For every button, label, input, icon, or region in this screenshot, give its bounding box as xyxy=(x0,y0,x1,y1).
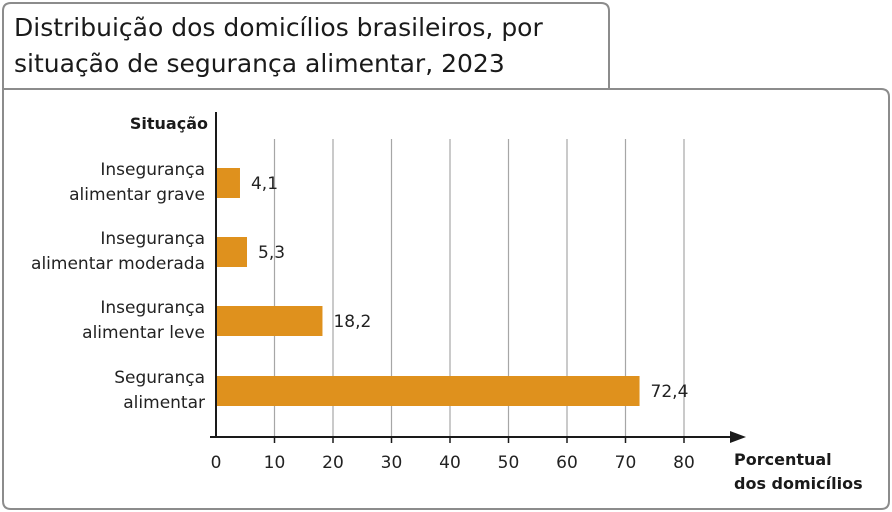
category-label: alimentar leve xyxy=(82,323,205,343)
x-tick-label: 50 xyxy=(498,453,520,473)
bars xyxy=(217,168,640,406)
category-label: alimentar moderada xyxy=(31,254,205,274)
x-tick-label: 0 xyxy=(211,453,222,473)
data-label: 4,1 xyxy=(251,174,278,194)
frame-title-tab xyxy=(2,2,610,89)
x-tick-label: 30 xyxy=(381,453,403,473)
category-label: alimentar xyxy=(123,393,205,413)
x-axis-arrow xyxy=(730,431,746,443)
category-label: Segurança xyxy=(114,368,205,388)
frame-main xyxy=(2,88,890,510)
y-axis-title: Situação xyxy=(130,114,208,133)
category-label: alimentar grave xyxy=(69,185,205,205)
chart-title-line2: situação de segurança alimentar, 2023 xyxy=(14,49,505,78)
category-label: Insegurança xyxy=(100,298,205,318)
data-label: 5,3 xyxy=(258,243,285,263)
category-labels: Insegurança alimentar grave Insegurança ali… xyxy=(31,160,205,413)
x-ticks: 0 10 20 30 40 50 60 70 80 xyxy=(211,437,695,473)
category-label: Insegurança xyxy=(100,160,205,180)
bar xyxy=(217,376,640,406)
chart-title-line1: Distribuição dos domicílios brasileiros,… xyxy=(14,13,543,42)
x-tick-label: 60 xyxy=(556,453,578,473)
bar xyxy=(217,306,323,336)
bar xyxy=(217,168,240,198)
category-label: Insegurança xyxy=(100,229,205,249)
x-tick-label: 10 xyxy=(264,453,286,473)
bar xyxy=(217,237,248,267)
data-label: 72,4 xyxy=(651,382,689,402)
data-label: 18,2 xyxy=(333,312,371,332)
x-axis-title-line2: dos domicílios xyxy=(734,474,863,493)
x-axis-title-line1: Porcentual xyxy=(734,450,832,469)
x-tick-label: 80 xyxy=(673,453,695,473)
value-labels: 4,1 5,3 18,2 72,4 xyxy=(251,174,688,402)
x-tick-label: 40 xyxy=(439,453,461,473)
x-tick-label: 70 xyxy=(615,453,637,473)
x-tick-label: 20 xyxy=(322,453,344,473)
gridlines xyxy=(273,139,685,437)
